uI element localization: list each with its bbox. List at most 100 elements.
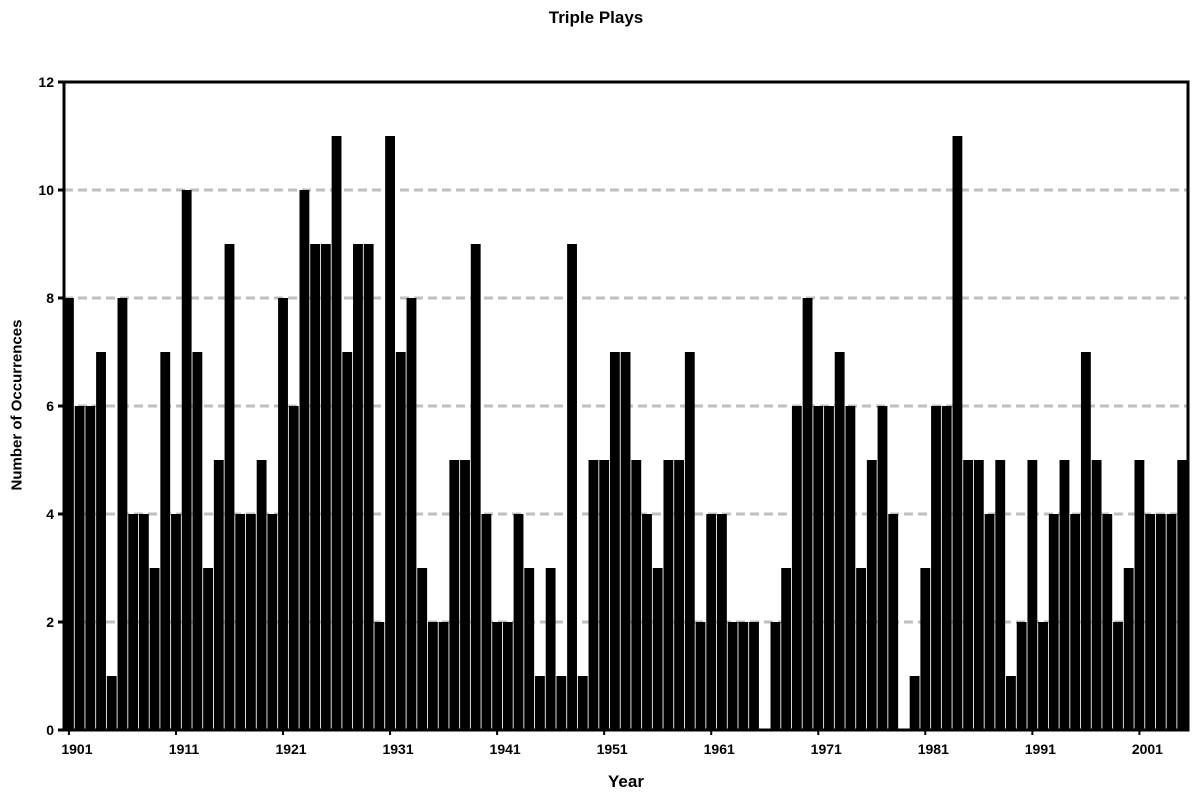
y-tick-label-12: 12 bbox=[38, 74, 54, 90]
bar-1940 bbox=[481, 514, 492, 730]
bar-1995 bbox=[1070, 514, 1081, 730]
axes bbox=[58, 80, 1190, 735]
bar-1906 bbox=[117, 298, 128, 730]
bar-1929 bbox=[363, 244, 374, 730]
bar-1958 bbox=[674, 460, 685, 730]
bar-1921 bbox=[278, 298, 288, 730]
bar-1994 bbox=[1059, 460, 1070, 730]
x-tick-label-1921: 1921 bbox=[275, 741, 306, 757]
bar-1941 bbox=[492, 622, 503, 730]
x-tick-labels: 1901 1911 1921 1931 1941 1951 1961 1971 1981 1991… bbox=[61, 741, 1163, 757]
bar-1984 bbox=[952, 136, 963, 730]
bar-1939 bbox=[470, 244, 481, 730]
bar-1993 bbox=[1048, 514, 1059, 730]
bar-1936 bbox=[438, 622, 449, 730]
bar-1918 bbox=[245, 514, 256, 730]
bar-1945 bbox=[535, 676, 545, 730]
bar-1970 bbox=[802, 298, 813, 730]
bar-1931 bbox=[385, 136, 395, 730]
y-tick-label-6: 6 bbox=[46, 398, 54, 414]
x-tick-label-1951: 1951 bbox=[597, 741, 628, 757]
bar-1903 bbox=[85, 406, 96, 730]
bar-1915 bbox=[213, 460, 224, 730]
y-axis-label: Number of Occurrences bbox=[8, 319, 26, 491]
bar-1925 bbox=[320, 244, 331, 730]
y-tick-label-10: 10 bbox=[38, 182, 54, 198]
bars bbox=[64, 136, 1188, 730]
bar-1907 bbox=[128, 514, 139, 730]
bar-1927 bbox=[342, 352, 353, 730]
bar-2002 bbox=[1145, 514, 1156, 730]
bar-1967 bbox=[770, 622, 781, 730]
bar-1954 bbox=[631, 460, 642, 730]
bar-1928 bbox=[353, 244, 363, 730]
bar-1923 bbox=[299, 190, 310, 730]
bar-1985 bbox=[963, 460, 974, 730]
bar-1981 bbox=[920, 568, 931, 730]
bar-1922 bbox=[288, 406, 299, 730]
bar-2000 bbox=[1123, 568, 1134, 730]
bar-1948 bbox=[567, 244, 577, 730]
bar-1972 bbox=[824, 406, 834, 730]
bar-1992 bbox=[1038, 622, 1048, 730]
y-tick-labels: 0 2 4 6 8 10 12 bbox=[38, 74, 54, 738]
bar-1956 bbox=[652, 568, 663, 730]
bar-1950 bbox=[588, 460, 599, 730]
bar-1965 bbox=[749, 622, 759, 730]
bar-2003 bbox=[1155, 514, 1166, 730]
bar-1983 bbox=[941, 406, 952, 730]
bar-1953 bbox=[620, 352, 631, 730]
y-tick-label-2: 2 bbox=[46, 614, 54, 630]
y-tick-label-8: 8 bbox=[46, 290, 54, 306]
bar-1943 bbox=[513, 514, 524, 730]
bar-1901 bbox=[64, 298, 74, 730]
x-tick-label-1991: 1991 bbox=[1025, 741, 1056, 757]
bar-1987 bbox=[984, 514, 995, 730]
bar-2001 bbox=[1134, 460, 1145, 730]
bar-1913 bbox=[192, 352, 203, 730]
bar-1959 bbox=[684, 352, 695, 730]
bar-1949 bbox=[577, 676, 588, 730]
bar-1942 bbox=[502, 622, 513, 730]
bar-1980 bbox=[909, 676, 920, 730]
bar-1905 bbox=[106, 676, 117, 730]
bar-1930 bbox=[374, 622, 385, 730]
bar-1917 bbox=[235, 514, 246, 730]
bar-1934 bbox=[417, 568, 428, 730]
bar-1989 bbox=[1006, 676, 1016, 730]
bar-1924 bbox=[310, 244, 321, 730]
bar-1944 bbox=[524, 568, 535, 730]
bar-1919 bbox=[256, 460, 267, 730]
x-tick-label-1941: 1941 bbox=[490, 741, 521, 757]
x-tick-label-1981: 1981 bbox=[918, 741, 949, 757]
bar-1920 bbox=[267, 514, 278, 730]
chart-title: Triple Plays bbox=[548, 8, 644, 27]
bar-1916 bbox=[224, 244, 235, 730]
bar-2004 bbox=[1166, 514, 1177, 730]
x-tick-label-1961: 1961 bbox=[704, 741, 735, 757]
y-tick-label-0: 0 bbox=[46, 722, 54, 738]
x-axis-label: Year bbox=[608, 772, 644, 791]
bar-1963 bbox=[727, 622, 738, 730]
bar-1910 bbox=[160, 352, 171, 730]
bar-1990 bbox=[1016, 622, 1027, 730]
x-tick-label-2001: 2001 bbox=[1132, 741, 1163, 757]
bar-1997 bbox=[1091, 460, 1102, 730]
bar-1911 bbox=[171, 514, 181, 730]
bar-1933 bbox=[406, 298, 417, 730]
bar-1957 bbox=[663, 460, 674, 730]
bar-1998 bbox=[1102, 514, 1113, 730]
bar-1935 bbox=[427, 622, 438, 730]
bar-1974 bbox=[845, 406, 856, 730]
bar-1988 bbox=[995, 460, 1006, 730]
bar-1973 bbox=[834, 352, 845, 730]
bar-1961 bbox=[706, 514, 717, 730]
bar-1996 bbox=[1080, 352, 1091, 730]
bar-1986 bbox=[973, 460, 984, 730]
bar-1971 bbox=[813, 406, 824, 730]
bar-1960 bbox=[695, 622, 706, 730]
x-tick-label-1901: 1901 bbox=[61, 741, 92, 757]
bar-1952 bbox=[609, 352, 620, 730]
